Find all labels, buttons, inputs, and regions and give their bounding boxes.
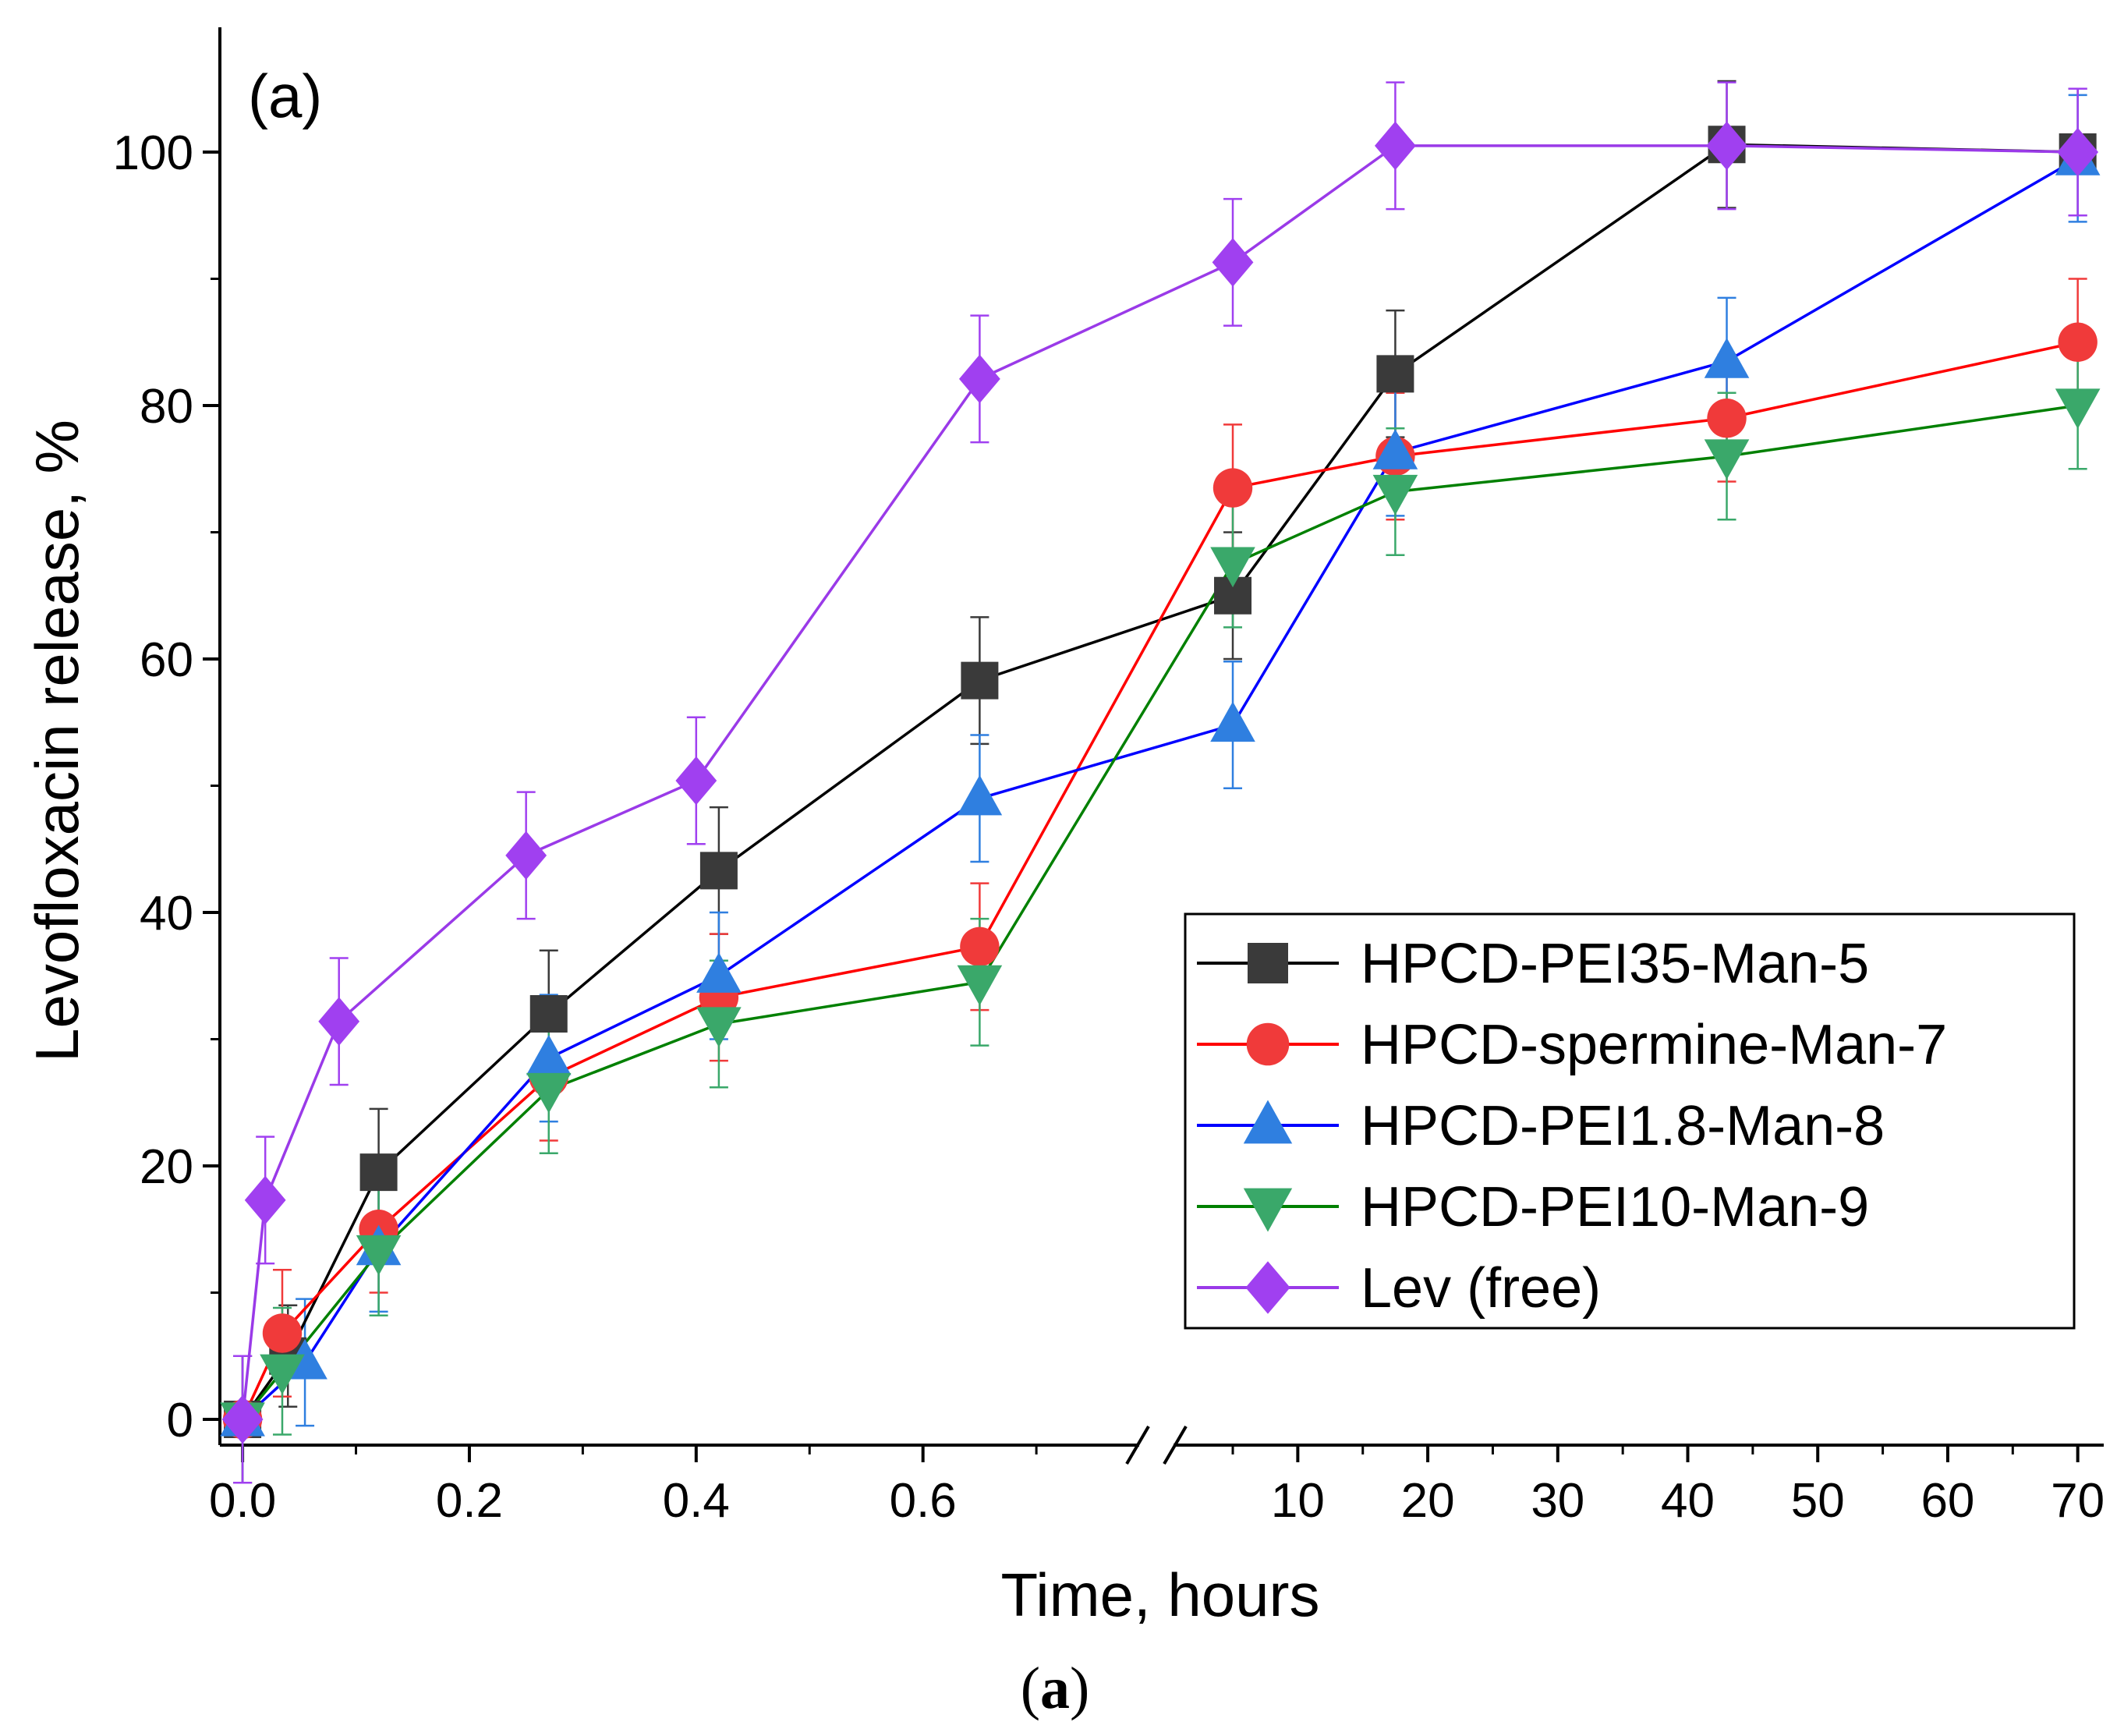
caption-close: ): [1070, 1656, 1089, 1721]
x-tick-label: 70: [2051, 1474, 2105, 1528]
legend: HPCD-PEI35-Man-5 HPCD-spermine-Man-7 HPCD-…: [1184, 912, 2076, 1330]
legend-marker: [1243, 1100, 1293, 1144]
data-point: [1210, 701, 1255, 742]
data-point: [957, 965, 1003, 1006]
legend-label: HPCD-PEI1.8-Man-8: [1361, 1095, 1885, 1157]
y-tick-label: 80: [140, 380, 193, 434]
x-tick-label: 0.0: [209, 1474, 276, 1528]
caption-letter: a: [1040, 1656, 1070, 1721]
x-tick-label: 30: [1531, 1474, 1584, 1528]
data-point: [1372, 429, 1418, 469]
data-point: [221, 1394, 264, 1444]
x-axis-label: Time, hours: [1001, 1561, 1320, 1629]
data-point: [359, 1153, 398, 1192]
x-tick-label: 50: [1791, 1474, 1845, 1528]
y-tick-label: 0: [167, 1394, 193, 1447]
series-line-5: [241, 144, 2078, 1420]
data-point: [1372, 474, 1418, 515]
data-point: [1707, 399, 1747, 438]
data-point: [1376, 355, 1414, 393]
y-tick-label: 20: [140, 1140, 193, 1194]
axes-layer: [203, 27, 2104, 1465]
data-point: [2058, 322, 2098, 362]
x-tick-label: 0.4: [663, 1474, 730, 1528]
legend-marker: [1245, 1261, 1290, 1314]
legend-box: [1184, 912, 2076, 1330]
data-point: [699, 852, 738, 890]
data-point: [2057, 127, 2099, 177]
data-point: [958, 354, 1000, 404]
data-point: [1706, 121, 1747, 171]
y-axis-label: Levofloxacin release, %: [23, 420, 91, 1062]
legend-label: HPCD-PEI10-Man-9: [1361, 1176, 1869, 1238]
data-point: [244, 1175, 286, 1225]
x-tick-label: 0.2: [436, 1474, 503, 1528]
caption-open: (: [1021, 1656, 1040, 1721]
series-line-3: [241, 157, 2079, 1421]
series-line-4: [241, 404, 2078, 1421]
data-point: [696, 1007, 742, 1047]
x-tick-label: 20: [1401, 1474, 1455, 1528]
x-tick-label: 60: [1921, 1474, 1974, 1528]
x-tick-label: 10: [1271, 1474, 1325, 1528]
data-point: [526, 1072, 572, 1114]
data-point: [1210, 547, 1255, 588]
data-point: [957, 774, 1003, 816]
axis-break-mark: [1125, 1425, 1150, 1465]
legend-marker: [1243, 1188, 1293, 1232]
data-point: [529, 995, 568, 1033]
x-tick-label: 40: [1661, 1474, 1715, 1528]
panel-label: (a): [248, 62, 322, 130]
data-point: [505, 831, 547, 880]
data-point: [526, 1034, 572, 1075]
data-point: [1704, 338, 1750, 378]
data-point: [1212, 238, 1254, 287]
y-tick-label: 40: [140, 887, 193, 941]
data-point: [696, 952, 742, 993]
axis-break-mark: [1163, 1425, 1188, 1465]
data-point: [262, 1313, 303, 1353]
series-line-2: [241, 341, 2079, 1420]
legend-marker: [1248, 943, 1288, 983]
tick-labels: 0 20 40 60 80 100 0.0 0.2 0.4 0.6 10 20 30 40 50 60 70: [113, 126, 2105, 1528]
legend-label: HPCD-spermine-Man-7: [1361, 1014, 1947, 1076]
data-point: [961, 661, 999, 700]
y-tick-label: 100: [113, 126, 193, 180]
data-point: [675, 756, 717, 806]
data-point: [260, 1354, 305, 1395]
data-point: [356, 1235, 402, 1276]
legend-marker: [1246, 1022, 1290, 1066]
series-line-1: [241, 143, 2078, 1421]
x-tick-label: 0.6: [890, 1474, 957, 1528]
figure-caption: (a): [1021, 1656, 1090, 1721]
data-point: [2055, 388, 2101, 429]
series-markers: [220, 121, 2101, 1444]
data-point: [960, 926, 1000, 967]
legend-label: HPCD-PEI35-Man-5: [1361, 933, 1869, 995]
data-point: [318, 997, 360, 1046]
data-point: [1704, 439, 1750, 480]
legend-label: Lev (free): [1361, 1257, 1601, 1320]
series-lines: [241, 143, 2079, 1421]
y-tick-label: 60: [140, 633, 193, 687]
data-point: [1212, 468, 1253, 508]
data-point: [1375, 121, 1416, 171]
